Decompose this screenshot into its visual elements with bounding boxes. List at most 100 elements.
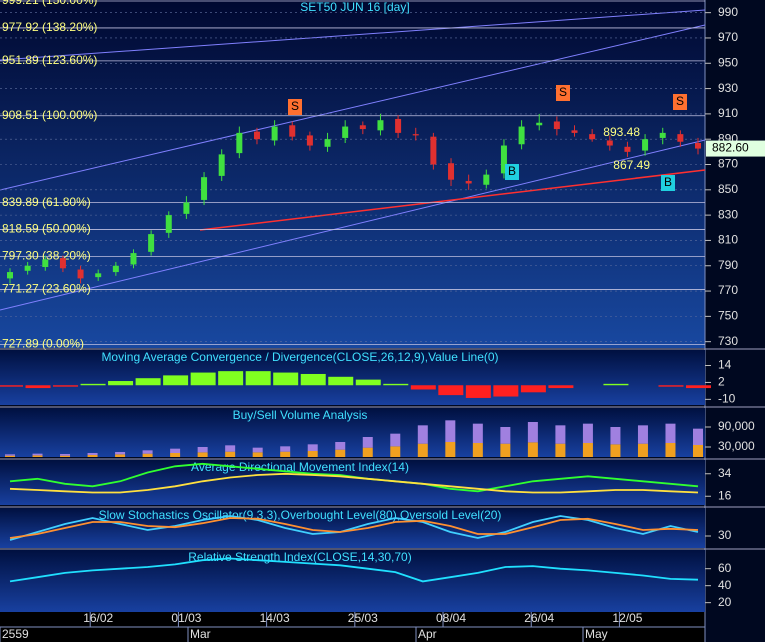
volume-bar [60, 454, 71, 456]
volume-bar [693, 445, 703, 457]
candle-body [359, 125, 366, 130]
month-label: 2559 [2, 627, 29, 641]
panel-title: Relative Strength Index(CLOSE,14,30,70) [188, 550, 411, 564]
y-tick-label: 870 [718, 157, 738, 171]
candle-body [24, 265, 31, 271]
candle-body [183, 202, 190, 214]
fib-label: 727.89 (0.00%) [2, 337, 84, 351]
volume-bar [225, 445, 236, 452]
candle-body [95, 273, 102, 278]
volume-bar [417, 443, 428, 457]
candle-body [624, 146, 631, 152]
panel-title: Moving Average Convergence / Divergence(… [101, 350, 498, 364]
signal-box [288, 99, 302, 115]
candle-body [553, 121, 560, 130]
candle-body [412, 134, 419, 136]
price-label: 867.49 [613, 158, 650, 172]
volume-bar [582, 423, 593, 443]
month-label: Apr [418, 627, 437, 641]
histogram-bar [135, 378, 161, 386]
indicator-line [9, 557, 699, 583]
volume-bar [665, 443, 676, 457]
fib-label: 839.89 (61.80%) [2, 195, 91, 209]
candle-body [201, 177, 208, 200]
month-label: Mar [190, 627, 211, 641]
y-tick-label: 30 [718, 528, 732, 542]
y-tick-label: 34 [718, 466, 732, 480]
fib-label: 951.89 (123.60%) [2, 53, 97, 67]
signal-box [505, 164, 519, 180]
signal-label: B [508, 164, 516, 178]
y-tick-label: 90,000 [718, 419, 755, 433]
volume-bar [335, 442, 346, 450]
candle-body [465, 180, 472, 184]
y-tick-label: 810 [718, 233, 738, 247]
histogram-bar [603, 383, 629, 386]
volume-bar [582, 443, 593, 457]
candle-body [77, 269, 84, 279]
volume-bar [197, 452, 208, 457]
fib-label: 771.27 (23.60%) [2, 282, 91, 296]
candle-body [642, 139, 649, 151]
volume-bar [637, 443, 648, 457]
y-tick-label: 60 [718, 561, 732, 575]
histogram-bar [328, 376, 354, 386]
signal-box [556, 85, 570, 101]
volume-bar [637, 425, 648, 444]
fib-label: 797.30 (38.20%) [2, 249, 91, 263]
y-tick-label: 830 [718, 207, 738, 221]
signal-label: S [291, 99, 299, 113]
candle-body [483, 174, 490, 185]
candle-body [677, 134, 684, 142]
x-tick-label: 01/03 [171, 611, 201, 625]
fib-label: 818.59 (50.00%) [2, 222, 91, 236]
histogram-bar [108, 381, 134, 386]
histogram-bar [190, 372, 216, 386]
histogram-bar [80, 383, 106, 386]
signal-box [661, 175, 675, 191]
histogram-bar [53, 385, 79, 387]
volume-bar [500, 427, 511, 444]
histogram-bar [0, 385, 23, 387]
signal-label: B [664, 175, 672, 189]
volume-bar [87, 455, 98, 457]
volume-bar [500, 443, 511, 457]
candle-body [500, 145, 507, 174]
candle-body [218, 154, 225, 176]
candle-body [271, 126, 278, 141]
x-tick-label: 25/03 [348, 611, 378, 625]
histogram-bar [658, 385, 684, 387]
x-tick-label: 14/03 [260, 611, 290, 625]
candle-body [395, 118, 402, 133]
candle-body [430, 136, 437, 165]
trend-line [0, 24, 706, 191]
panel-title: Buy/Sell Volume Analysis [233, 408, 368, 422]
y-tick-label: 970 [718, 30, 738, 44]
candle-body [112, 265, 119, 273]
volume-bar [142, 453, 153, 457]
last-price: 882.60 [712, 141, 749, 155]
histogram-bar [218, 371, 244, 386]
y-tick-label: 930 [718, 81, 738, 95]
y-tick-label: 950 [718, 55, 738, 69]
candle-body [42, 259, 49, 268]
candle-body [536, 122, 543, 126]
volume-bar [197, 447, 208, 453]
y-tick-label: 14 [718, 358, 732, 372]
candle-body [324, 139, 331, 147]
histogram-bar [548, 385, 574, 389]
volume-bar [87, 453, 98, 455]
volume-bar [555, 443, 566, 457]
candle-body [253, 131, 260, 140]
histogram-bar [438, 385, 464, 396]
candle-body [236, 132, 243, 154]
candle-body [571, 130, 578, 133]
y-tick-label: -10 [718, 392, 736, 406]
volume-bar [527, 442, 538, 457]
y-tick-label: 750 [718, 309, 738, 323]
candle-body [306, 135, 313, 146]
histogram-bar [300, 373, 326, 386]
volume-bar [280, 446, 291, 452]
volume-bar [665, 423, 676, 443]
volume-bar [170, 453, 181, 457]
